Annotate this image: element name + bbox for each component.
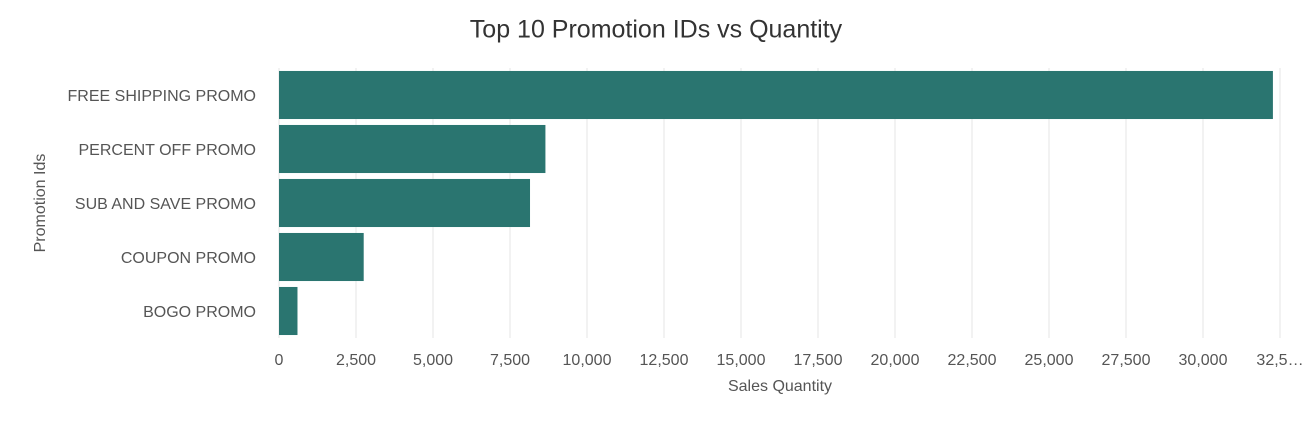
x-axis-label: Sales Quantity <box>728 378 832 395</box>
bar <box>279 178 531 228</box>
y-tick-label: BOGO PROMO <box>143 304 256 321</box>
y-tick-label: FREE SHIPPING PROMO <box>68 88 256 105</box>
x-tick-label: 15,000 <box>717 352 766 369</box>
x-tick-label: 0 <box>275 352 284 369</box>
x-tick-label: 22,500 <box>948 352 997 369</box>
x-tick-label: 5,000 <box>413 352 453 369</box>
x-tick-label: 12,500 <box>640 352 689 369</box>
x-tick-label: 32,5… <box>1256 352 1303 369</box>
x-tick-label: 20,000 <box>871 352 920 369</box>
chart-title: Top 10 Promotion IDs vs Quantity <box>470 16 843 44</box>
y-tick-label: SUB AND SAVE PROMO <box>75 196 256 213</box>
x-tick-label: 10,000 <box>563 352 612 369</box>
x-tick-label: 25,000 <box>1025 352 1074 369</box>
bar <box>279 286 298 336</box>
bar <box>279 70 1273 120</box>
x-tick-label: 30,000 <box>1179 352 1228 369</box>
x-tick-label: 2,500 <box>336 352 376 369</box>
bar <box>279 232 364 282</box>
y-tick-label: COUPON PROMO <box>121 250 256 267</box>
x-tick-label: 27,500 <box>1102 352 1151 369</box>
y-axis-label: Promotion Ids <box>32 154 49 253</box>
y-tick-label: PERCENT OFF PROMO <box>79 142 257 159</box>
x-tick-label: 7,500 <box>490 352 530 369</box>
bar <box>279 124 546 174</box>
x-tick-label: 17,500 <box>794 352 843 369</box>
